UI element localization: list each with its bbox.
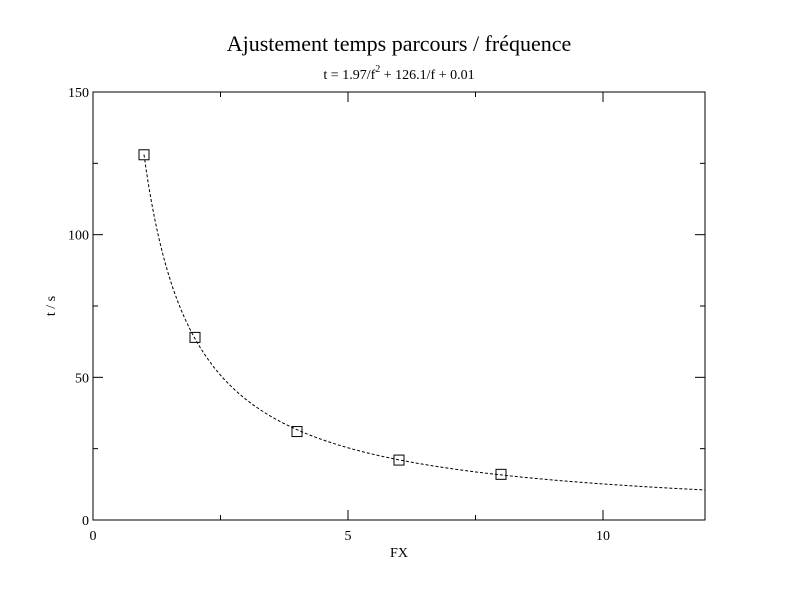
y-tick-label: 150 bbox=[68, 86, 89, 101]
plot-frame bbox=[92, 91, 706, 521]
y-tick-label: 50 bbox=[75, 371, 89, 386]
x-tick-label: 0 bbox=[90, 529, 97, 544]
data-markers bbox=[138, 149, 507, 480]
data-point-marker bbox=[495, 468, 507, 480]
data-point-marker bbox=[189, 331, 201, 343]
fit-curve bbox=[143, 154, 706, 491]
x-axis-label: FX bbox=[390, 546, 408, 561]
subtitle-exponent: 2 bbox=[375, 64, 380, 75]
x-tick-label: 5 bbox=[345, 529, 352, 544]
chart-subtitle: t = 1.97/f2 + 126.1/f + 0.01 bbox=[323, 64, 474, 83]
subtitle-part-2: + 126.1/f + 0.01 bbox=[380, 68, 474, 83]
y-axis-label: t / s bbox=[44, 296, 59, 316]
chart-title: Ajustement temps parcours / fréquence bbox=[227, 31, 572, 56]
y-tick-label: 0 bbox=[82, 514, 89, 529]
axis-ticks bbox=[92, 91, 705, 521]
x-tick-label: 10 bbox=[596, 529, 610, 544]
y-tick-label: 100 bbox=[68, 229, 89, 244]
data-point-marker bbox=[138, 149, 150, 161]
subtitle-part-1: t = 1.97/f bbox=[323, 68, 375, 83]
data-point-marker bbox=[393, 454, 405, 466]
data-point-marker bbox=[291, 426, 303, 438]
